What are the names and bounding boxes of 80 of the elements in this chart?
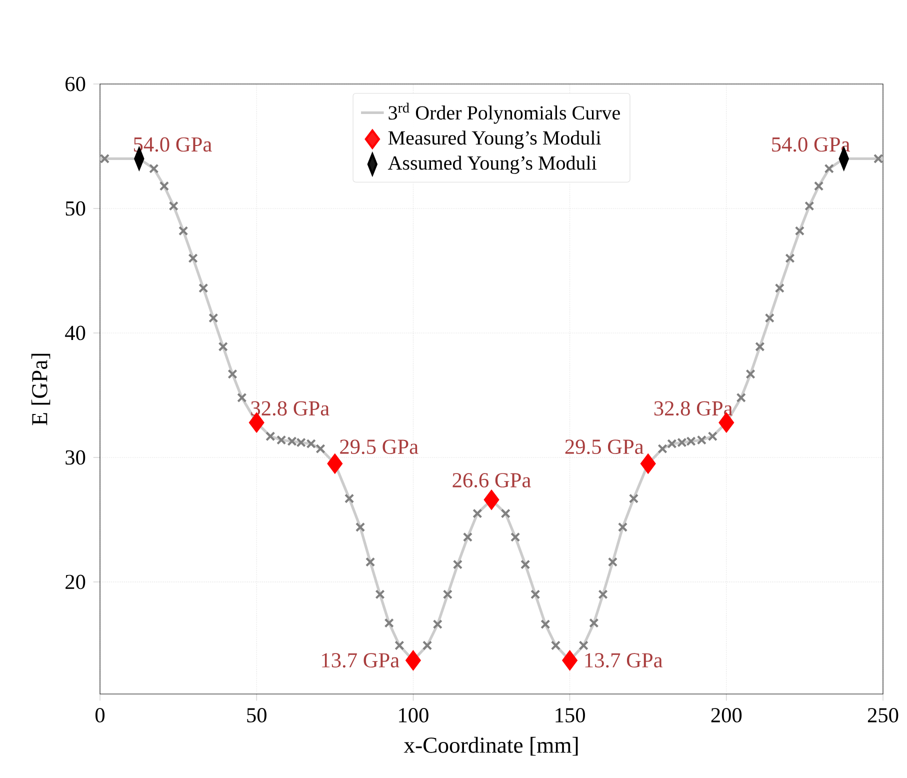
point bbox=[589, 618, 599, 628]
point bbox=[746, 369, 756, 379]
point bbox=[785, 253, 795, 264]
y-tick-label: 60 bbox=[66, 76, 86, 92]
x-axis-title: x-Coordinate [mm] bbox=[404, 736, 578, 756]
point bbox=[384, 618, 394, 628]
point bbox=[218, 342, 228, 352]
y-tick-label: 20 bbox=[66, 574, 86, 590]
data-label: 29.5 GPa bbox=[565, 440, 644, 454]
point bbox=[266, 431, 276, 442]
point bbox=[375, 590, 385, 600]
point bbox=[562, 650, 578, 670]
point bbox=[237, 392, 247, 403]
point bbox=[198, 283, 208, 293]
y-tick-label: 40 bbox=[65, 326, 86, 340]
point bbox=[540, 619, 550, 630]
point bbox=[188, 253, 198, 264]
point bbox=[432, 619, 442, 630]
point bbox=[472, 508, 482, 518]
point bbox=[100, 154, 110, 164]
point bbox=[316, 444, 326, 454]
data-label: 32.8 GPa bbox=[654, 401, 733, 416]
point bbox=[500, 508, 510, 518]
point bbox=[550, 640, 561, 650]
point bbox=[794, 226, 805, 236]
data-label: 26.6 GPa bbox=[452, 473, 531, 488]
point bbox=[484, 490, 500, 510]
y-tick-label: 50 bbox=[66, 201, 86, 216]
data-label: 29.5 GPa bbox=[340, 440, 418, 454]
data-label: 13.7 GPa bbox=[585, 653, 663, 668]
legend-label: Measured Young’s Moduli bbox=[388, 130, 601, 149]
point bbox=[628, 494, 639, 504]
y-tick-label: 30 bbox=[66, 450, 86, 465]
y-axis-title: E [GPa] bbox=[31, 354, 50, 426]
point bbox=[365, 557, 376, 567]
point bbox=[658, 444, 668, 454]
point bbox=[327, 454, 342, 474]
point bbox=[228, 369, 238, 379]
point bbox=[530, 590, 540, 600]
legend-label: 3$^{rd}$ Order Polynomials Curve bbox=[388, 102, 620, 124]
point bbox=[608, 557, 618, 567]
x-tick-label: 100 bbox=[399, 708, 428, 722]
point bbox=[708, 431, 718, 442]
data-label: 13.7 GPa bbox=[322, 653, 400, 668]
point bbox=[208, 313, 218, 323]
data-label: 32.8 GPa bbox=[251, 401, 330, 416]
point bbox=[804, 201, 814, 211]
point bbox=[814, 181, 824, 191]
point bbox=[598, 590, 608, 600]
data-label: 54.0 GPa bbox=[134, 137, 212, 152]
point bbox=[764, 313, 774, 323]
point bbox=[344, 494, 354, 504]
point bbox=[149, 164, 159, 174]
point bbox=[394, 640, 404, 650]
x-tick-label: 150 bbox=[556, 708, 585, 722]
point bbox=[736, 392, 746, 403]
point bbox=[422, 640, 432, 650]
point bbox=[168, 201, 178, 211]
point bbox=[755, 342, 765, 352]
point bbox=[774, 283, 784, 293]
point bbox=[640, 454, 656, 474]
x-tick-label: 250 bbox=[868, 708, 898, 722]
point bbox=[452, 560, 463, 570]
point bbox=[406, 650, 421, 670]
point bbox=[355, 522, 366, 532]
point bbox=[873, 154, 884, 164]
point bbox=[578, 640, 588, 650]
point bbox=[178, 226, 188, 236]
data-label: 54.0 GPa bbox=[772, 137, 850, 152]
x-tick-label: 0 bbox=[95, 708, 105, 722]
point bbox=[159, 181, 170, 191]
point bbox=[462, 532, 473, 542]
point bbox=[618, 522, 628, 532]
x-tick-label: 50 bbox=[247, 708, 266, 722]
point bbox=[510, 532, 520, 542]
x-tick-label: 200 bbox=[711, 708, 742, 722]
point bbox=[824, 164, 834, 174]
legend-label: Assumed Young’s Moduli bbox=[388, 156, 596, 174]
point bbox=[520, 560, 530, 570]
point bbox=[442, 590, 452, 600]
